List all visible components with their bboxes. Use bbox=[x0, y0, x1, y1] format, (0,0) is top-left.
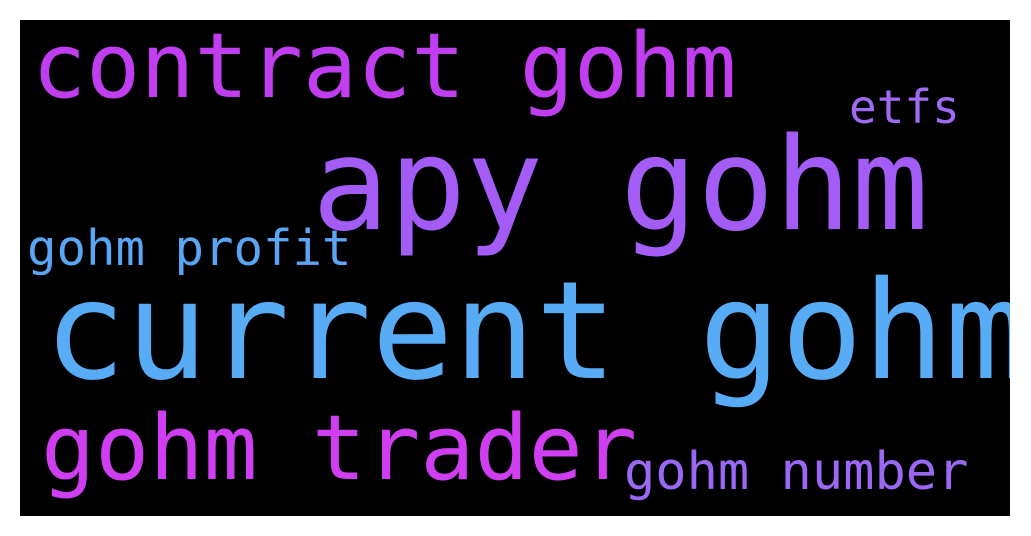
word-gohm-number: gohm number bbox=[624, 446, 968, 498]
word-cloud: contract gohm etfs apy gohm gohm profit … bbox=[20, 20, 1010, 516]
word-gohm-trader: gohm trader bbox=[41, 404, 637, 494]
word-current-gohm: current gohm bbox=[44, 264, 1010, 400]
word-apy-gohm: apy gohm bbox=[312, 122, 929, 250]
word-contract-gohm: contract gohm bbox=[32, 22, 736, 112]
